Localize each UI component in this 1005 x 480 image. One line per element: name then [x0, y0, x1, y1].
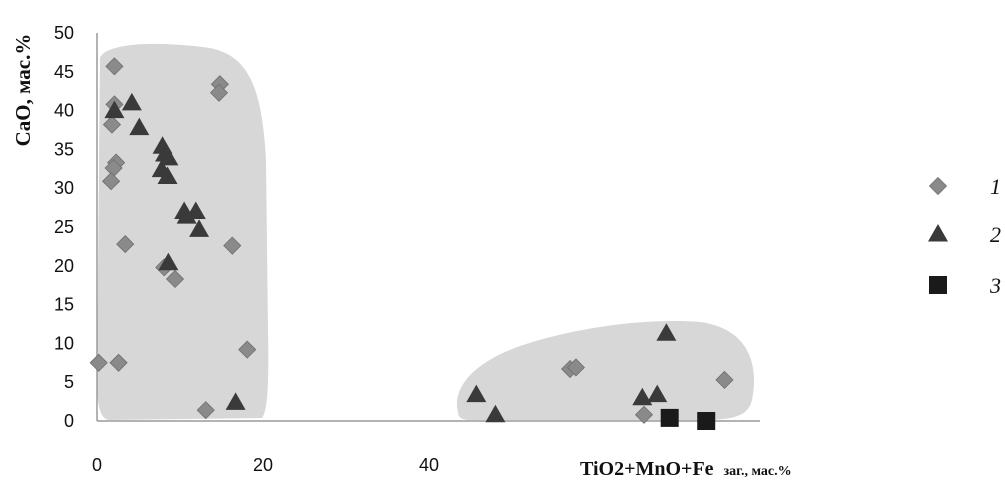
legend-label: 1: [990, 174, 1001, 199]
y-tick-label: 35: [54, 139, 74, 159]
y-tick-label: 40: [54, 101, 74, 121]
data-point-square: [697, 412, 716, 430]
legend-marker-diamond: [928, 176, 948, 196]
region-left: [97, 43, 269, 420]
legend-label: 2: [990, 222, 1001, 247]
y-tick-labels: 0 5 10 15 20 25 30 35 40 45 50: [54, 23, 74, 431]
data-point-diamond: [634, 405, 654, 424]
x-tick-label: 40: [419, 455, 439, 475]
data-point-diamond: [209, 83, 229, 102]
legend: 1 2 3: [928, 174, 1001, 298]
data-point-diamond: [238, 340, 257, 359]
y-axis-label: CaO, мас.%: [11, 34, 35, 147]
data-point-diamond: [116, 235, 135, 254]
data-point-triangle: [158, 147, 179, 166]
y-tick-label: 20: [54, 256, 74, 276]
data-point-triangle: [189, 219, 210, 237]
y-tick-label: 30: [54, 178, 74, 198]
data-point-diamond: [566, 358, 585, 377]
x-axis-label: TiO2+MnO+Fe заг., мас.%: [580, 458, 792, 480]
x-tick-label: 20: [253, 455, 273, 475]
data-point-diamond: [223, 236, 242, 255]
x-tick-labels: 0 20 40: [92, 455, 439, 475]
data-point-diamond: [102, 115, 122, 134]
data-point-diamond: [89, 353, 108, 372]
data-point-triangle: [157, 166, 178, 185]
data-point-diamond: [715, 370, 734, 389]
y-tick-label: 25: [54, 217, 74, 237]
data-points: [89, 57, 734, 430]
y-tick-label: 10: [54, 333, 74, 353]
x-axis-label-main: TiO2+MnO+Fe: [580, 458, 714, 480]
data-point-triangle: [158, 252, 179, 271]
y-tick-label: 15: [54, 295, 74, 315]
x-axis-label-sub: заг., мас.%: [724, 464, 792, 479]
data-point-diamond: [109, 353, 128, 372]
data-point-triangle: [632, 387, 653, 406]
data-point-triangle: [129, 117, 150, 136]
legend-label: 3: [989, 273, 1001, 298]
data-point-diamond: [165, 269, 185, 289]
legend-marker-triangle: [928, 224, 948, 242]
data-point-triangle: [176, 206, 197, 224]
legend-marker-square: [929, 276, 947, 294]
shaded-regions: [97, 43, 755, 420]
data-point-triangle: [656, 323, 677, 341]
y-tick-label: 0: [64, 411, 74, 431]
data-point-triangle: [647, 384, 668, 403]
data-point-diamond: [102, 172, 121, 191]
y-tick-label: 50: [54, 23, 74, 43]
data-point-diamond: [196, 401, 215, 420]
region-right: [456, 321, 755, 420]
data-point-triangle: [104, 100, 125, 119]
y-tick-label: 5: [64, 372, 74, 392]
data-point-triangle: [225, 392, 246, 410]
x-tick-label: 0: [92, 455, 102, 475]
data-point-diamond: [105, 57, 124, 76]
data-point-square: [660, 408, 679, 427]
y-tick-label: 45: [54, 62, 74, 82]
data-point-triangle: [485, 404, 506, 423]
data-point-triangle: [121, 92, 142, 111]
data-point-triangle: [466, 384, 487, 403]
